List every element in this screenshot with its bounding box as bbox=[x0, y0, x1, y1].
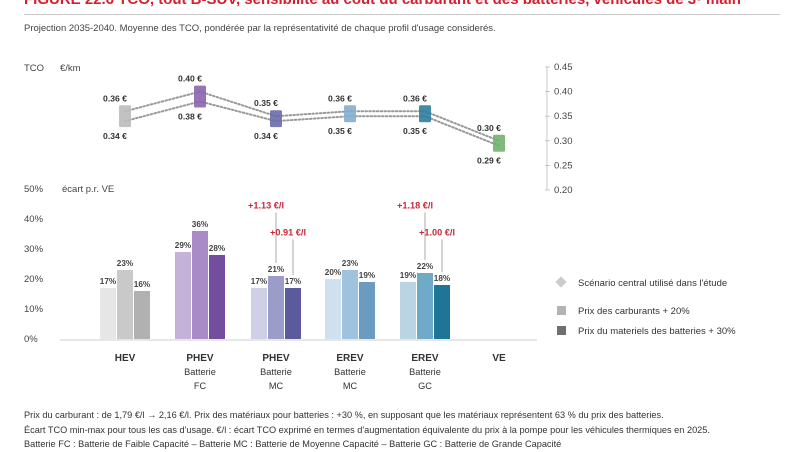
gap-bar-value-label: 23% bbox=[342, 259, 359, 268]
tco-range-marker bbox=[119, 105, 131, 128]
category-label: HEV bbox=[115, 353, 136, 364]
gap-annotation-label: +1.00 €/l bbox=[419, 228, 455, 238]
tco-connector-line-1 bbox=[124, 90, 500, 142]
gap-axis-tick-label: 0% bbox=[24, 334, 38, 345]
gap-bar-value-label: 16% bbox=[134, 280, 151, 289]
gap-annotation-label: +1.13 €/l bbox=[248, 201, 284, 211]
tco-high-label: 0.36 € bbox=[103, 93, 127, 103]
gap-bar bbox=[325, 279, 341, 339]
gap-bar bbox=[417, 273, 433, 339]
gap-bar-value-label: 22% bbox=[417, 262, 434, 271]
gap-bar bbox=[117, 270, 133, 339]
figure-subtitle: Projection 2035-2040. Moyenne des TCO, p… bbox=[24, 23, 496, 34]
category-sublabel: Batterie bbox=[409, 367, 441, 377]
legend-label: Prix du materiels des batteries + 30% bbox=[578, 326, 736, 337]
category-label: PHEV bbox=[262, 353, 290, 364]
legend-label: Prix des carburants + 20% bbox=[578, 306, 690, 317]
category-label: PHEV bbox=[186, 353, 214, 364]
gap-bar bbox=[175, 252, 191, 339]
tco-high-label: 0.36 € bbox=[403, 93, 427, 103]
gap-bar-value-label: 18% bbox=[434, 274, 451, 283]
category-sublabel: MC bbox=[343, 381, 358, 391]
legend-diamond-icon bbox=[555, 276, 567, 288]
gap-bar-value-label: 36% bbox=[192, 220, 209, 229]
gap-bar bbox=[268, 276, 284, 339]
category-sublabel: GC bbox=[418, 381, 432, 391]
gap-axis-tick-label: 20% bbox=[24, 274, 44, 285]
gap-bar-value-label: 28% bbox=[209, 244, 226, 253]
tco-axis-tick-label: 0.45 bbox=[554, 62, 573, 73]
gap-bar-value-label: 17% bbox=[285, 277, 302, 286]
title-divider bbox=[24, 14, 780, 15]
gap-bar-value-label: 23% bbox=[117, 259, 134, 268]
gap-bar-value-label: 20% bbox=[325, 268, 342, 277]
gap-axis-tick-label: 50% bbox=[24, 184, 44, 195]
gap-annotation-label: +0.91 €/l bbox=[270, 228, 306, 238]
tco-axis-title: TCO bbox=[24, 63, 44, 74]
tco-connector-line-2 bbox=[124, 100, 500, 147]
category-sublabel: Batterie bbox=[334, 367, 366, 377]
tco-low-label: 0.35 € bbox=[403, 126, 427, 136]
legend-square-icon bbox=[557, 306, 566, 315]
category-sublabel: Batterie bbox=[260, 367, 292, 377]
gap-bar-value-label: 19% bbox=[400, 271, 417, 280]
tco-range-marker bbox=[344, 105, 356, 123]
gap-axis-tick-label: 30% bbox=[24, 244, 44, 255]
legend-label: Scénario central utilisé dans l'étude bbox=[578, 278, 727, 289]
tco-axis-tick-label: 0.25 bbox=[554, 160, 573, 171]
gap-bar bbox=[251, 288, 267, 339]
tco-axis-unit: €/km bbox=[60, 63, 81, 74]
gap-bar-value-label: 17% bbox=[251, 277, 268, 286]
tco-low-label: 0.35 € bbox=[328, 126, 352, 136]
tco-range-marker bbox=[419, 105, 431, 123]
category-label: EREV bbox=[411, 353, 439, 364]
gap-bar-value-label: 17% bbox=[100, 277, 117, 286]
tco-high-label: 0.40 € bbox=[178, 74, 202, 84]
tco-range-marker bbox=[493, 134, 505, 152]
category-sublabel: FC bbox=[194, 381, 207, 391]
tco-low-label: 0.34 € bbox=[254, 131, 278, 141]
gap-bar bbox=[434, 285, 450, 339]
gap-bar-value-label: 19% bbox=[359, 271, 376, 280]
category-label: VE bbox=[492, 353, 506, 364]
gap-bar bbox=[285, 288, 301, 339]
tco-high-label: 0.35 € bbox=[254, 98, 278, 108]
gap-bar bbox=[100, 288, 116, 339]
gap-bar bbox=[359, 282, 375, 339]
category-sublabel: MC bbox=[269, 381, 284, 391]
figure-notes: Prix du carburant : de 1,79 €/l → 2,16 €… bbox=[24, 408, 710, 452]
gap-bar bbox=[342, 270, 358, 339]
tco-axis-tick-label: 0.20 bbox=[554, 185, 573, 196]
tco-high-label: 0.30 € bbox=[477, 123, 501, 133]
note-fuel-battery: Prix du carburant : de 1,79 €/l → 2,16 €… bbox=[24, 410, 664, 420]
tco-range-marker bbox=[194, 85, 206, 108]
note-battery-abbrev: Batterie FC : Batterie de Faible Capacit… bbox=[24, 439, 562, 449]
tco-chart: 0.45 0.40 0.35 0.30 0.25 0.20 TCO €/km 0.36 € 0.3… bbox=[24, 62, 736, 391]
gap-bar bbox=[400, 282, 416, 339]
note-tco-gap: Écart TCO min-max pour tous les cas d'us… bbox=[24, 424, 710, 435]
gap-bar bbox=[209, 255, 225, 339]
gap-bar-value-label: 29% bbox=[175, 241, 192, 250]
tco-range-marker bbox=[270, 110, 282, 128]
gap-annotation-label: +1.18 €/l bbox=[397, 201, 433, 211]
gap-axis-tick-label: 10% bbox=[24, 304, 44, 315]
figure-title: FIGURE 22.6 TCO, tout B-SUV, sensibilité… bbox=[24, 0, 741, 8]
gap-bar-value-label: 21% bbox=[268, 265, 285, 274]
tco-high-label: 0.36 € bbox=[328, 93, 352, 103]
category-label: EREV bbox=[336, 353, 364, 364]
gap-axis-title: écart p.r. VE bbox=[62, 184, 114, 195]
tco-axis-tick-label: 0.40 bbox=[554, 87, 573, 98]
tco-low-label: 0.29 € bbox=[477, 156, 501, 166]
tco-axis-tick-label: 0.35 bbox=[554, 111, 573, 122]
gap-axis-tick-label: 40% bbox=[24, 214, 44, 225]
legend-square-icon bbox=[557, 326, 566, 335]
category-sublabel: Batterie bbox=[184, 367, 216, 377]
tco-low-label: 0.34 € bbox=[103, 131, 127, 141]
tco-low-label: 0.38 € bbox=[178, 111, 202, 121]
tco-axis-tick-label: 0.30 bbox=[554, 136, 573, 147]
gap-bar bbox=[134, 291, 150, 339]
gap-bar bbox=[192, 231, 208, 339]
